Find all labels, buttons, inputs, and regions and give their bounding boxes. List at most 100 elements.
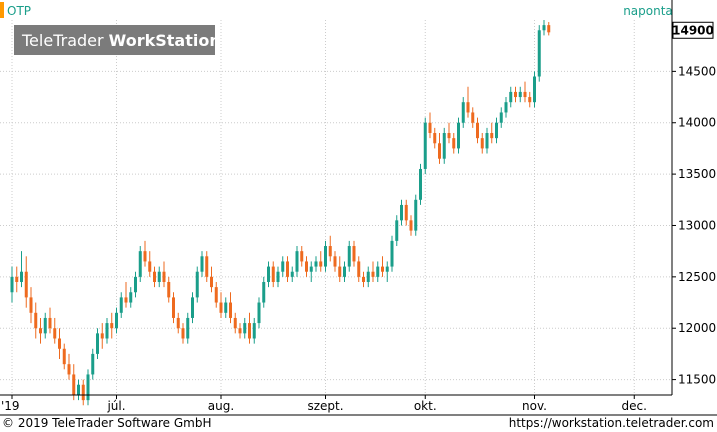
candle-body bbox=[243, 323, 247, 334]
candle bbox=[15, 266, 19, 293]
candle-body bbox=[537, 30, 541, 77]
x-axis-ticks: '19 júl. aug. szept. okt. nov. dec. bbox=[1, 395, 647, 413]
candle bbox=[400, 199, 403, 226]
candle-body bbox=[324, 246, 327, 267]
candle-body bbox=[110, 323, 114, 329]
candle-body bbox=[490, 133, 494, 139]
candle-body bbox=[43, 317, 47, 334]
candle-body bbox=[314, 261, 318, 267]
candle-body bbox=[295, 251, 299, 272]
candle-body bbox=[352, 246, 356, 262]
candle-body bbox=[447, 133, 451, 139]
y-axis-ticks: 11500 12000 12500 13000 13500 14000 14500 bbox=[672, 64, 716, 387]
candle bbox=[248, 312, 251, 344]
candle-body bbox=[248, 323, 251, 339]
candle bbox=[186, 312, 190, 344]
candle bbox=[138, 246, 142, 282]
x-tick-label: '19 bbox=[1, 399, 20, 413]
candle bbox=[276, 266, 280, 288]
candle-body bbox=[395, 220, 399, 241]
candle bbox=[514, 86, 517, 103]
candle-body bbox=[81, 384, 85, 401]
candles-layer bbox=[10, 20, 551, 406]
symbol-accent-bar bbox=[0, 2, 4, 18]
candle-body bbox=[172, 297, 175, 318]
candle bbox=[96, 328, 99, 360]
candle bbox=[91, 348, 95, 380]
candle-body bbox=[357, 261, 361, 277]
candle bbox=[509, 86, 513, 108]
candle-body bbox=[62, 348, 66, 365]
candle-body bbox=[476, 122, 479, 139]
candle-body bbox=[281, 261, 285, 272]
candle-body bbox=[86, 374, 90, 401]
last-value-badge: 14900 bbox=[672, 21, 714, 39]
candle-body bbox=[433, 133, 437, 144]
candle-body bbox=[423, 122, 427, 169]
candle-body bbox=[381, 266, 384, 272]
candle-body bbox=[338, 266, 342, 277]
candle-body bbox=[547, 25, 551, 33]
candle bbox=[229, 292, 232, 324]
candle bbox=[58, 328, 61, 360]
candle-body bbox=[523, 91, 527, 98]
candle bbox=[157, 266, 161, 288]
candle-body bbox=[518, 91, 522, 98]
candle bbox=[119, 292, 123, 318]
candle bbox=[490, 122, 494, 144]
candle bbox=[518, 86, 522, 103]
y-tick-label: 13000 bbox=[678, 218, 716, 232]
source-url[interactable]: https://workstation.teletrader.com bbox=[509, 416, 714, 430]
candle bbox=[324, 240, 327, 272]
candle bbox=[153, 266, 156, 288]
candle bbox=[286, 256, 289, 282]
candle-body bbox=[210, 276, 213, 288]
candle bbox=[172, 292, 175, 324]
candle-body bbox=[219, 302, 223, 313]
candle bbox=[238, 323, 242, 339]
candle bbox=[34, 302, 38, 339]
candle bbox=[385, 261, 389, 282]
candle bbox=[395, 215, 399, 247]
candle-body bbox=[466, 102, 470, 113]
candle bbox=[100, 323, 104, 349]
candle bbox=[205, 251, 209, 282]
candle-body bbox=[290, 271, 294, 277]
candle bbox=[438, 133, 441, 164]
y-tick-label: 12000 bbox=[678, 321, 716, 335]
candle bbox=[86, 369, 90, 406]
candle-body bbox=[10, 276, 14, 293]
candle-body bbox=[91, 353, 95, 375]
y-tick-label: 14000 bbox=[678, 116, 716, 130]
candle-body bbox=[77, 384, 80, 395]
candle-body bbox=[72, 374, 76, 395]
x-tick-label: aug. bbox=[208, 399, 234, 413]
candle bbox=[414, 194, 418, 236]
candle-body bbox=[191, 297, 194, 318]
candle-body bbox=[514, 91, 517, 98]
candle-body bbox=[119, 297, 123, 313]
candle bbox=[466, 86, 470, 118]
copyright-text: © 2019 TeleTrader Software GmbH bbox=[2, 416, 212, 430]
candle bbox=[48, 307, 52, 334]
candle bbox=[404, 199, 408, 226]
candle-body bbox=[153, 271, 156, 282]
candle-body bbox=[233, 317, 237, 329]
candle-body bbox=[328, 246, 332, 257]
candle bbox=[504, 97, 508, 118]
candle-body bbox=[115, 312, 118, 329]
candle bbox=[314, 256, 318, 272]
candle-body bbox=[29, 297, 33, 313]
candle-body bbox=[200, 256, 204, 272]
candle-body bbox=[229, 302, 232, 318]
x-tick-label: júl. bbox=[106, 399, 125, 413]
candle-body bbox=[300, 251, 304, 262]
last-value-text: 14900 bbox=[672, 23, 714, 37]
candle bbox=[195, 266, 199, 303]
candle bbox=[381, 256, 384, 277]
candle bbox=[447, 122, 451, 144]
candle bbox=[390, 235, 394, 272]
candle-body bbox=[252, 323, 256, 339]
candle-body bbox=[176, 317, 180, 329]
candle-body bbox=[471, 112, 475, 123]
